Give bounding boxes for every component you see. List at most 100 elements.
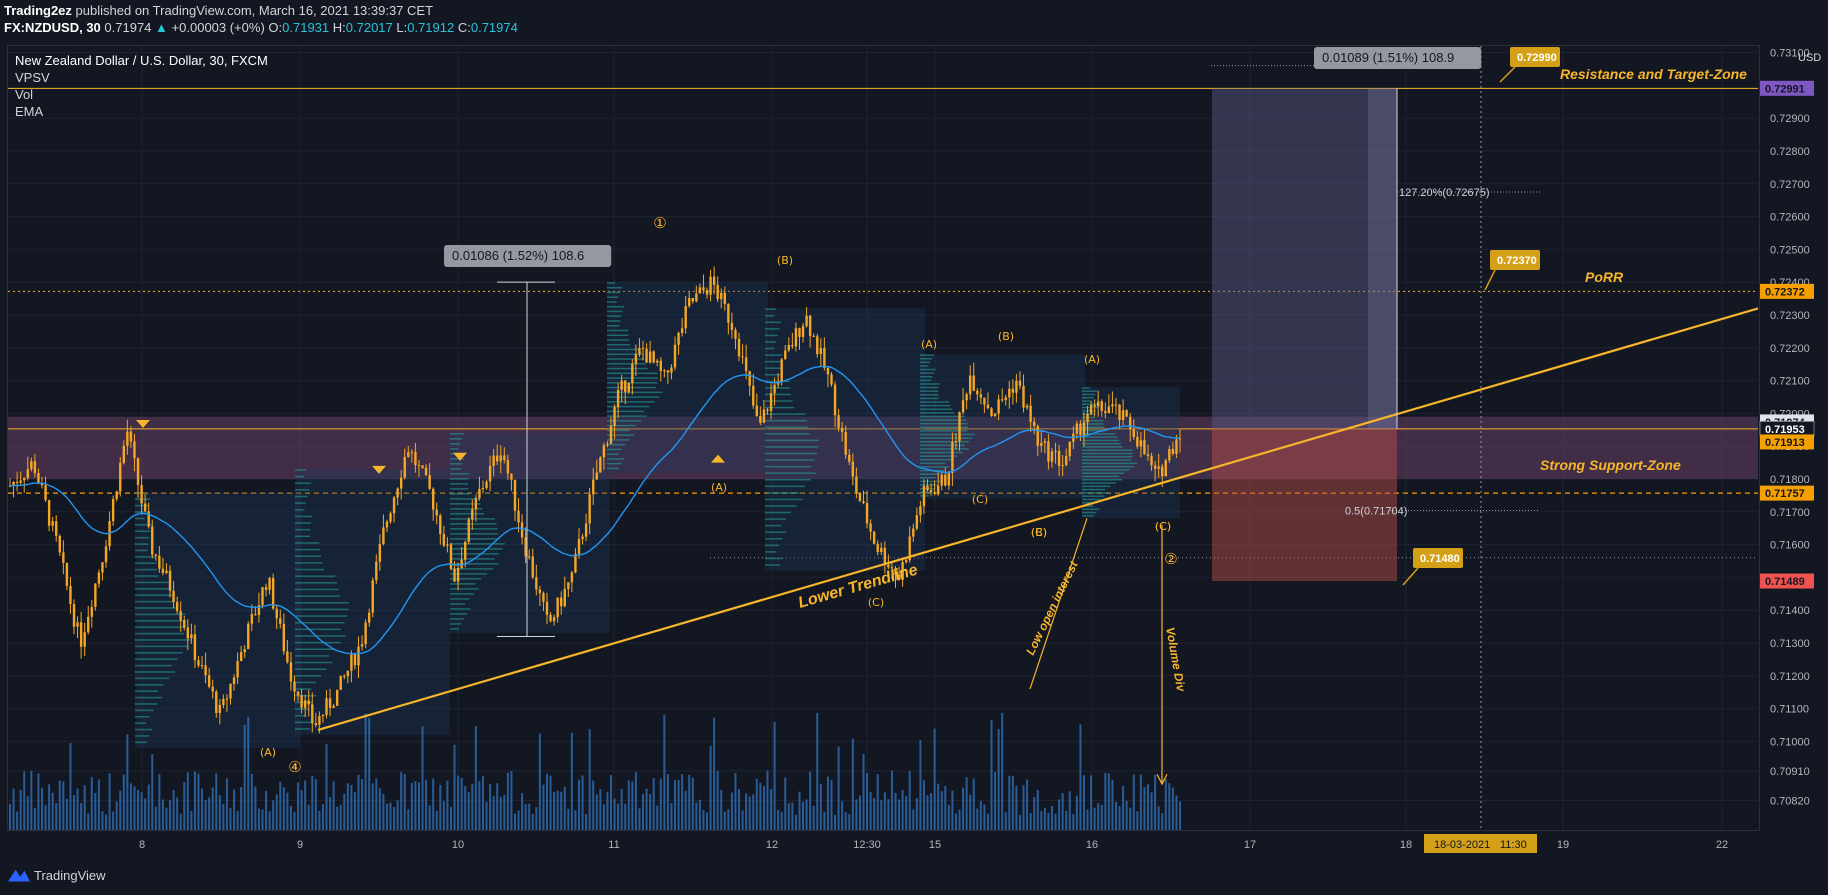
wave-label: (B) [777,254,793,267]
candle-body [407,452,410,457]
candle-body [83,632,86,647]
volume-bar [1022,785,1025,830]
volume-profile-bar [765,564,780,566]
candle-body [933,491,936,494]
volume-profile-bar [135,722,147,724]
volume-profile-bar [607,415,648,417]
volume-bar [855,799,858,830]
time-tick: 15 [929,839,941,851]
volume-bar [549,775,552,830]
candle-body [300,695,303,708]
tradingview-logo[interactable]: TradingView [8,868,106,883]
candle-body [965,394,968,401]
volume-bar [851,738,854,830]
volume-bar [1047,812,1050,830]
indicator-vol[interactable]: Vol [15,87,34,102]
candle-body [940,474,943,486]
candle-body [695,293,698,302]
measure-label-bg [1314,47,1482,69]
target-value: 0.72370 [1497,255,1537,267]
volume-bar [1072,814,1075,830]
volume-bar [528,803,531,830]
volume-bar [368,717,371,830]
volume-bar [944,785,947,830]
drawings[interactable]: 0.01086 (1.52%) 108.6 0.01089 (1.51%) 108… [136,47,1759,786]
volume-profile-bar [135,639,191,641]
volume-bar [12,788,15,830]
volume-bar [930,793,933,830]
volume-profile-bar [295,469,307,471]
volume-profile-bar [607,358,645,360]
volume-bar [1058,799,1061,830]
volume-profile-bar [295,535,311,538]
volume-bar [161,799,164,830]
volume-bar [663,714,666,830]
volume-profile-bar [920,401,950,403]
candle-body [968,375,972,395]
volume-profile-bar [1082,462,1138,465]
candle-body [339,675,342,690]
volume-profile-bar [607,363,646,365]
volume-profile-bar [920,419,967,421]
volume-bar [208,797,211,830]
volume-profile-bar [450,503,481,505]
time-axis[interactable]: 8 9 10 11 12 12:30 15 16 17 18 19 22 18-03-2021 11:30 [0,831,1828,862]
candle-body [37,473,40,484]
volume-bar [112,811,115,830]
candle-body [307,700,310,705]
time-axis-bg [0,831,1828,862]
price-tick: 0.72100 [1770,376,1810,388]
chart-frame[interactable] [7,45,1760,831]
volume-bar [730,792,733,830]
price-chart[interactable]: 0.01086 (1.52%) 108.6 0.01089 (1.51%) 108… [0,0,1828,862]
volume-bar [1175,795,1178,830]
candle-body [904,560,908,563]
volume-profile-bar [450,498,480,500]
volume-bar [190,811,193,830]
candle-body [801,326,805,337]
volume-bar [9,804,11,830]
volume-profile-bar [1082,495,1105,497]
volume-bar [1082,775,1085,830]
candle-body [375,561,378,581]
wave-label: (C) [1155,520,1171,533]
candle-body [638,347,641,355]
chart-title[interactable]: New Zealand Dollar / U.S. Dollar, 30, FX… [15,53,268,68]
candle-body [286,651,289,663]
candle-body [1164,460,1167,477]
volume-bar [595,794,598,830]
volume-bar [129,783,132,830]
candle-body [627,382,630,392]
volume-profile-bar [135,581,169,584]
volume-profile-bar [450,578,482,580]
price-tick: 0.72900 [1770,113,1810,125]
wave-label: (C) [868,596,884,609]
indicator-vpsv[interactable]: VPSV [15,70,50,85]
volume-profile-bar [607,443,626,446]
candle-body [1075,423,1079,434]
volume-profile-bar [765,465,811,468]
candle-body [243,649,246,653]
volume-bar [151,754,154,830]
volume-profile-bar [295,528,311,531]
candle-body [599,457,602,473]
volume-profile-bar [765,544,780,547]
volume-bar [901,789,904,830]
volume-profile-bar [607,339,629,341]
volume-bar [912,809,915,830]
indicator-ema[interactable]: EMA [15,104,44,119]
volume-bar [1061,793,1064,830]
publisher-name[interactable]: Trading2ez [4,3,72,18]
price-label: 0.72372 [1765,286,1805,298]
volume-profile-bar [1082,488,1106,491]
candle-body [1000,399,1004,401]
price-axis[interactable]: 0.731000.729900.729000.728000.727000.726… [1759,0,1828,862]
candle-body [794,328,798,347]
volume-bar [147,784,150,830]
volume-bar [994,771,997,830]
candle-body [55,521,58,536]
candle-body [279,618,282,624]
candle-body [474,498,478,510]
candle-body [343,675,346,677]
volume-profile-bar [135,588,171,590]
